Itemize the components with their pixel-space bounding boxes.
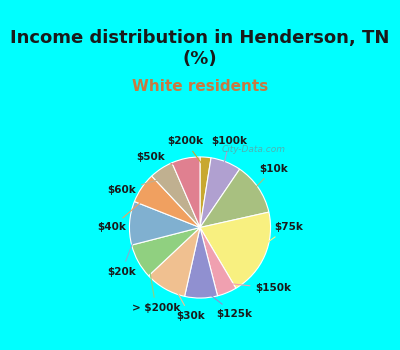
Text: City-Data.com: City-Data.com xyxy=(222,145,286,154)
Text: Income distribution in Henderson, TN
(%): Income distribution in Henderson, TN (%) xyxy=(10,29,390,68)
Wedge shape xyxy=(200,228,236,296)
Text: $10k: $10k xyxy=(252,164,288,192)
Text: $60k: $60k xyxy=(107,178,164,195)
Text: $125k: $125k xyxy=(203,289,252,319)
Wedge shape xyxy=(200,169,269,228)
Wedge shape xyxy=(200,157,211,228)
Text: $100k: $100k xyxy=(211,136,247,169)
Text: $40k: $40k xyxy=(97,196,148,232)
Text: $20k: $20k xyxy=(107,226,139,276)
Text: > $200k: > $200k xyxy=(132,259,180,313)
Text: $150k: $150k xyxy=(226,283,292,293)
Wedge shape xyxy=(132,228,200,276)
Wedge shape xyxy=(134,176,200,228)
Text: $200k: $200k xyxy=(167,136,203,166)
Wedge shape xyxy=(200,212,270,288)
Text: $75k: $75k xyxy=(257,223,303,250)
Wedge shape xyxy=(152,163,200,228)
Wedge shape xyxy=(130,202,200,245)
Wedge shape xyxy=(200,158,240,228)
Text: $50k: $50k xyxy=(137,152,185,168)
Wedge shape xyxy=(148,228,200,296)
Wedge shape xyxy=(172,157,200,228)
Text: White residents: White residents xyxy=(132,79,268,93)
Text: $30k: $30k xyxy=(172,282,204,321)
Wedge shape xyxy=(185,228,218,298)
